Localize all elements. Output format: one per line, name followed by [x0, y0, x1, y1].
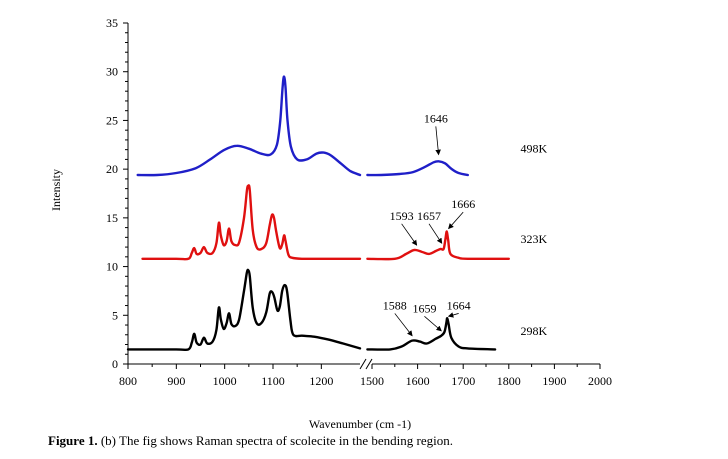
x-tick-label: 1700	[451, 374, 475, 388]
annotation-label: 1588	[383, 298, 407, 312]
axis-break-mark	[359, 358, 367, 370]
annotation-label: 298K	[521, 324, 548, 338]
y-tick-label: 10	[106, 260, 118, 274]
y-tick-label: 30	[106, 65, 118, 79]
x-tick-label: 1600	[406, 374, 430, 388]
y-tick-label: 35	[106, 16, 118, 30]
annotation-label: 498K	[521, 142, 548, 156]
annotation-arrow	[428, 223, 443, 244]
series-323k-line-1	[141, 184, 362, 261]
annotation-label: 1666	[451, 197, 475, 211]
series-323k-line-2	[366, 230, 510, 261]
annotation-layer: 1646 498K 1666 1593 1657 323K 1588 1659 1664 298K	[383, 111, 548, 337]
x-tick-label: 1000	[213, 374, 237, 388]
axis-break-mark	[365, 358, 373, 370]
caption-text: (b) The fig shows Raman spectra of scole…	[97, 433, 453, 448]
axes: 0 5 10 15 20 25 30 35 800 900 1000 1100 1200 1500 1600…	[106, 16, 612, 388]
x-tick-label: 2000	[588, 374, 612, 388]
y-tick-label: 0	[112, 357, 118, 371]
x-tick-label: 800	[119, 374, 137, 388]
annotation-arrow	[424, 316, 442, 332]
annotation-label: 1657	[417, 209, 441, 223]
series-layer	[126, 75, 510, 352]
annotation-label: 323K	[521, 232, 548, 246]
series-298k-line-2	[366, 316, 497, 351]
annotation-label: 1659	[412, 301, 436, 315]
annotation-arrow	[447, 312, 459, 318]
series-298k-line-1	[126, 268, 362, 352]
y-axis-title: Intensity	[49, 169, 63, 211]
x-tick-label: 1200	[309, 374, 333, 388]
annotation-label: 1646	[424, 111, 448, 125]
x-tick-label: 900	[167, 374, 185, 388]
annotation-label: 1664	[447, 298, 471, 312]
series-498k-line-2	[366, 160, 469, 177]
x-tick-label: 1500	[360, 374, 384, 388]
annotation-arrow	[448, 211, 464, 230]
annotation-arrow	[435, 126, 441, 156]
y-tick-label: 15	[106, 211, 118, 225]
annotation-arrow	[401, 223, 418, 246]
x-axis-title: Wavenumber (cm -1)	[309, 417, 411, 431]
y-tick-label: 25	[106, 113, 118, 127]
figure-caption: Figure 1. (b) The fig shows Raman spectr…	[48, 433, 453, 449]
caption-label: Figure 1.	[48, 433, 98, 448]
annotation-arrow	[394, 313, 413, 337]
x-tick-label: 1800	[497, 374, 521, 388]
series-498k-line-1	[136, 75, 362, 177]
y-tick-label: 5	[112, 308, 118, 322]
annotation-label: 1593	[390, 209, 414, 223]
x-tick-label: 1100	[261, 374, 285, 388]
x-tick-label: 1900	[542, 374, 566, 388]
y-tick-label: 20	[106, 162, 118, 176]
